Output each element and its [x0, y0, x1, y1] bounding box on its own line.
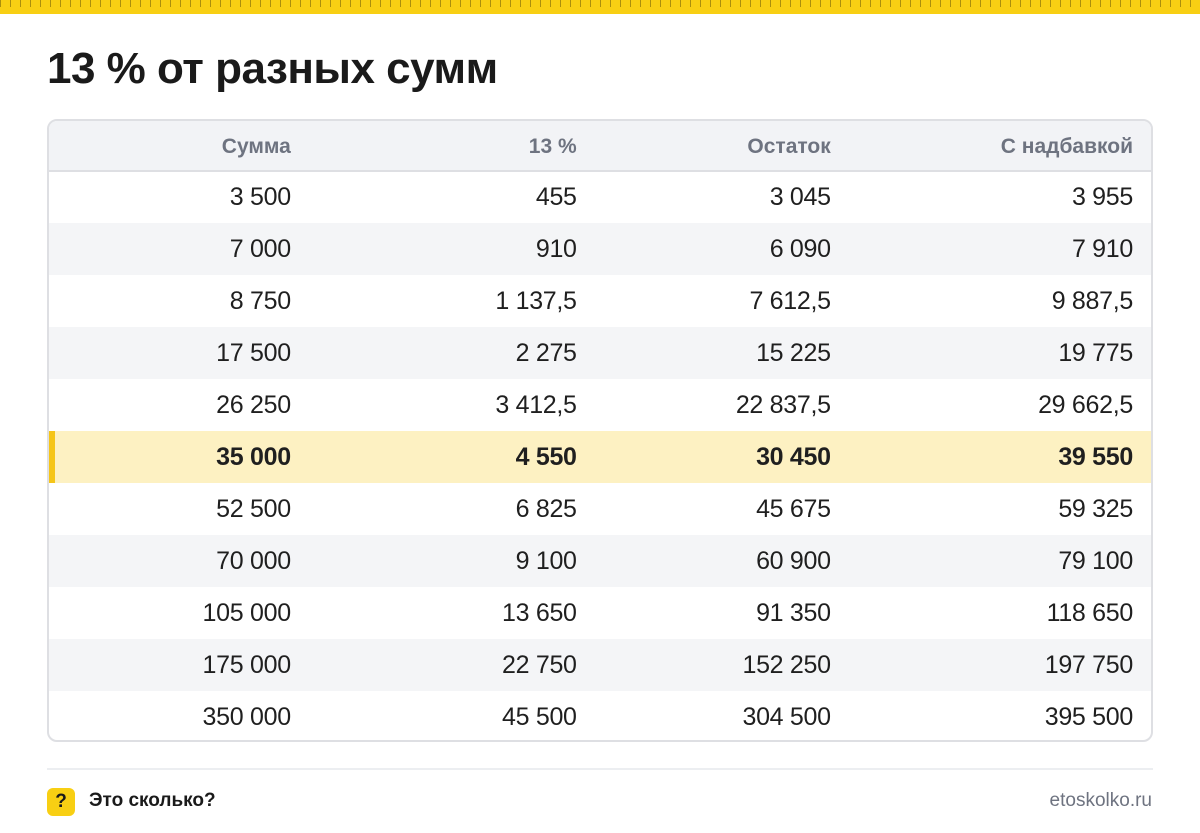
table-header-row: Сумма 13 % Остаток С надбавкой — [49, 121, 1151, 172]
cell-with-markup: 395 500 — [1044, 702, 1134, 731]
cell-percent: 4 550 — [515, 442, 577, 471]
cell-percent: 6 825 — [515, 494, 577, 523]
cell-amount: 7 000 — [229, 234, 291, 263]
table-row: 175 000 22 750 152 250 197 750 — [49, 639, 1151, 691]
table-row: 17 500 2 275 15 225 19 775 — [49, 327, 1151, 379]
cell-remainder: 30 450 — [756, 442, 831, 471]
cell-remainder: 60 900 — [756, 546, 831, 575]
cell-with-markup: 39 550 — [1058, 442, 1133, 471]
percent-table: Сумма 13 % Остаток С надбавкой 3 500 455 3… — [49, 121, 1151, 740]
table-row: 52 500 6 825 45 675 59 325 — [49, 483, 1151, 535]
cell-remainder: 7 612,5 — [749, 286, 831, 315]
cell-percent: 22 750 — [501, 650, 577, 679]
cell-remainder: 304 500 — [742, 702, 831, 731]
cell-remainder: 6 090 — [769, 234, 831, 263]
header-amount: Сумма — [49, 121, 313, 172]
cell-amount: 26 250 — [216, 390, 291, 419]
cell-with-markup: 19 775 — [1058, 338, 1133, 367]
ruler-bar — [0, 0, 1200, 14]
header-with-markup: С надбавкой — [858, 121, 1151, 172]
cell-remainder: 22 837,5 — [735, 390, 831, 419]
footer-divider — [47, 768, 1153, 770]
cell-percent: 1 137,5 — [495, 286, 577, 315]
cell-percent: 9 100 — [515, 546, 577, 575]
brand-name: Это сколько? — [89, 790, 216, 811]
cell-amount: 52 500 — [216, 494, 291, 523]
table-row-highlighted: 35 000 4 550 30 450 39 550 — [49, 431, 1151, 483]
cell-percent: 910 — [535, 234, 577, 263]
cell-amount: 350 000 — [202, 702, 292, 731]
cell-with-markup: 79 100 — [1058, 546, 1133, 575]
cell-amount: 8 750 — [229, 286, 291, 315]
table-row: 8 750 1 137,5 7 612,5 9 887,5 — [49, 275, 1151, 327]
table-row: 26 250 3 412,5 22 837,5 29 662,5 — [49, 379, 1151, 431]
cell-with-markup: 59 325 — [1058, 494, 1133, 523]
cell-amount: 3 500 — [229, 183, 291, 211]
brand-logo-badge: ? — [47, 788, 75, 816]
cell-with-markup: 3 955 — [1071, 183, 1133, 211]
header-percent: 13 % — [312, 121, 577, 172]
cell-with-markup: 197 750 — [1044, 650, 1134, 679]
cell-amount: 175 000 — [202, 650, 292, 679]
table-row: 350 000 45 500 304 500 395 500 — [49, 691, 1151, 740]
table-row: 105 000 13 650 91 350 118 650 — [49, 587, 1151, 639]
cell-percent: 3 412,5 — [495, 390, 577, 419]
cell-amount: 35 000 — [49, 431, 313, 483]
cell-remainder: 3 045 — [769, 183, 831, 211]
cell-remainder: 45 675 — [756, 494, 831, 523]
table-row: 7 000 910 6 090 7 910 — [49, 223, 1151, 275]
table-row: 70 000 9 100 60 900 79 100 — [49, 535, 1151, 587]
cell-percent: 45 500 — [501, 702, 577, 731]
cell-percent: 2 275 — [515, 338, 577, 367]
header-remainder: Остаток — [576, 121, 859, 172]
cell-remainder: 91 350 — [756, 598, 831, 627]
cell-remainder: 15 225 — [756, 338, 831, 367]
table-row: 3 500 455 3 045 3 955 — [49, 171, 1151, 223]
page-title: 13 % от разных сумм — [47, 44, 498, 93]
cell-percent: 455 — [535, 183, 577, 211]
cell-with-markup: 118 650 — [1046, 598, 1134, 627]
cell-remainder: 152 250 — [742, 650, 831, 679]
ruler-ticks — [0, 0, 1200, 7]
cell-amount: 105 000 — [202, 598, 292, 627]
cell-percent: 13 650 — [501, 598, 577, 627]
cell-with-markup: 9 887,5 — [1051, 286, 1134, 315]
cell-amount: 17 500 — [216, 338, 291, 367]
cell-with-markup: 29 662,5 — [1038, 390, 1133, 419]
cell-amount: 70 000 — [216, 546, 291, 575]
cell-with-markup: 7 910 — [1071, 234, 1133, 263]
site-url: etoskolko.ru — [1049, 790, 1152, 811]
percent-table-card: Сумма 13 % Остаток С надбавкой 3 500 455 3… — [47, 119, 1153, 742]
table-body: 3 500 455 3 045 3 955 7 000 910 6 090 7 910 8 75… — [49, 171, 1151, 740]
